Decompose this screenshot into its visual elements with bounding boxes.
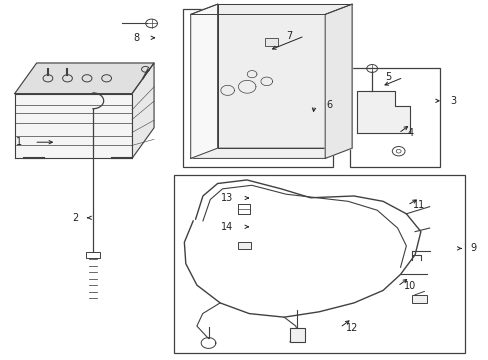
- Bar: [411, 295, 426, 303]
- Text: 5: 5: [384, 72, 390, 82]
- Text: 3: 3: [449, 96, 455, 106]
- Bar: [173, 175, 464, 353]
- Text: 10: 10: [403, 281, 415, 291]
- Polygon shape: [132, 63, 154, 158]
- Text: 12: 12: [345, 323, 358, 333]
- Text: 1: 1: [16, 137, 22, 147]
- Bar: [237, 242, 251, 249]
- Polygon shape: [190, 148, 351, 158]
- Polygon shape: [15, 63, 154, 94]
- Bar: [264, 38, 278, 46]
- Text: 14: 14: [220, 222, 232, 232]
- Polygon shape: [15, 94, 132, 158]
- Polygon shape: [190, 4, 217, 158]
- Text: 7: 7: [285, 31, 292, 41]
- Bar: [86, 252, 100, 258]
- Bar: [289, 328, 304, 342]
- Text: 9: 9: [469, 243, 476, 253]
- Text: 11: 11: [412, 200, 425, 210]
- Text: 6: 6: [326, 100, 332, 110]
- Text: 13: 13: [220, 193, 232, 203]
- Text: 8: 8: [133, 33, 139, 43]
- Polygon shape: [325, 4, 351, 158]
- Bar: [183, 9, 332, 167]
- Bar: [349, 68, 439, 167]
- Text: 4: 4: [407, 128, 413, 138]
- Polygon shape: [356, 91, 409, 133]
- Text: 2: 2: [72, 213, 78, 223]
- Polygon shape: [217, 4, 351, 148]
